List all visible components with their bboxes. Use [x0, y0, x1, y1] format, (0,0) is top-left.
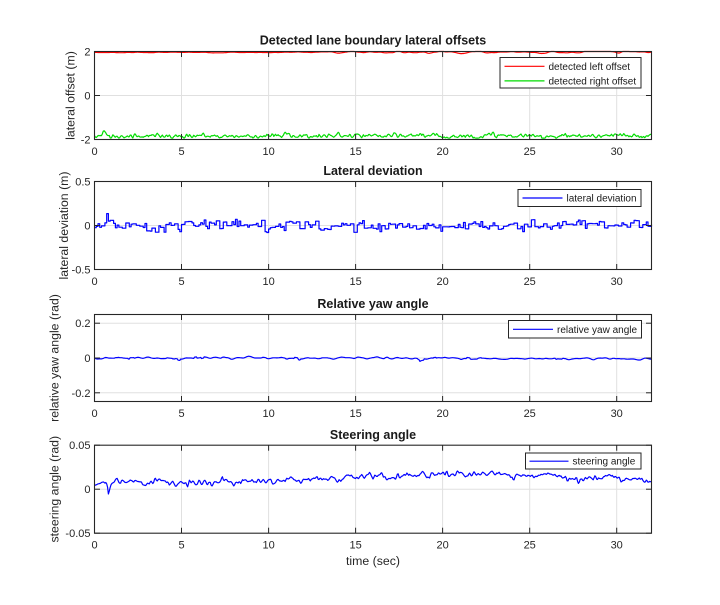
svg-text:0: 0: [91, 408, 97, 420]
svg-text:detected left offset: detected left offset: [549, 62, 631, 73]
svg-text:relative yaw angle (rad): relative yaw angle (rad): [47, 294, 61, 422]
svg-text:15: 15: [349, 276, 361, 288]
svg-text:-0.5: -0.5: [72, 265, 91, 277]
svg-text:steering angle (rad): steering angle (rad): [47, 436, 61, 543]
svg-text:30: 30: [611, 540, 623, 552]
svg-text:Lateral deviation: Lateral deviation: [323, 164, 422, 178]
svg-text:0.5: 0.5: [75, 177, 90, 189]
svg-text:10: 10: [262, 146, 274, 158]
svg-text:lateral offset (m): lateral offset (m): [64, 51, 78, 140]
svg-text:20: 20: [436, 408, 448, 420]
svg-text:0: 0: [84, 484, 90, 496]
svg-text:5: 5: [178, 408, 184, 420]
svg-text:5: 5: [178, 276, 184, 288]
svg-text:25: 25: [524, 276, 536, 288]
svg-text:detected right offset: detected right offset: [549, 76, 637, 87]
svg-text:0.05: 0.05: [69, 440, 90, 452]
svg-text:25: 25: [524, 408, 536, 420]
svg-text:steering angle: steering angle: [573, 457, 636, 468]
svg-text:15: 15: [349, 408, 361, 420]
svg-text:-2: -2: [81, 135, 91, 147]
svg-text:10: 10: [262, 276, 274, 288]
svg-text:Detected lane boundary lateral: Detected lane boundary lateral offsets: [260, 33, 487, 47]
svg-text:30: 30: [611, 276, 623, 288]
svg-text:-0.2: -0.2: [72, 388, 91, 400]
svg-text:5: 5: [178, 540, 184, 552]
svg-text:2: 2: [84, 47, 90, 59]
svg-text:0: 0: [91, 146, 97, 158]
svg-text:20: 20: [436, 276, 448, 288]
svg-text:30: 30: [611, 408, 623, 420]
svg-text:relative yaw angle: relative yaw angle: [557, 325, 637, 336]
svg-text:15: 15: [349, 146, 361, 158]
svg-text:20: 20: [436, 540, 448, 552]
svg-text:20: 20: [436, 146, 448, 158]
svg-text:time (sec): time (sec): [346, 554, 400, 568]
svg-text:30: 30: [611, 146, 623, 158]
svg-text:lateral deviation: lateral deviation: [567, 194, 637, 205]
svg-text:0: 0: [91, 540, 97, 552]
svg-text:Relative yaw angle: Relative yaw angle: [317, 297, 428, 311]
svg-text:Steering angle: Steering angle: [330, 428, 416, 442]
svg-text:25: 25: [524, 146, 536, 158]
svg-text:-0.05: -0.05: [65, 528, 90, 540]
svg-text:10: 10: [262, 540, 274, 552]
svg-text:5: 5: [178, 146, 184, 158]
svg-text:15: 15: [349, 540, 361, 552]
svg-text:0: 0: [91, 276, 97, 288]
svg-text:0: 0: [84, 221, 90, 233]
svg-text:0: 0: [84, 353, 90, 365]
svg-text:0.2: 0.2: [75, 318, 90, 330]
svg-text:25: 25: [524, 540, 536, 552]
svg-text:lateral deviation (m): lateral deviation (m): [57, 172, 71, 280]
svg-text:0: 0: [84, 91, 90, 103]
svg-text:10: 10: [262, 408, 274, 420]
